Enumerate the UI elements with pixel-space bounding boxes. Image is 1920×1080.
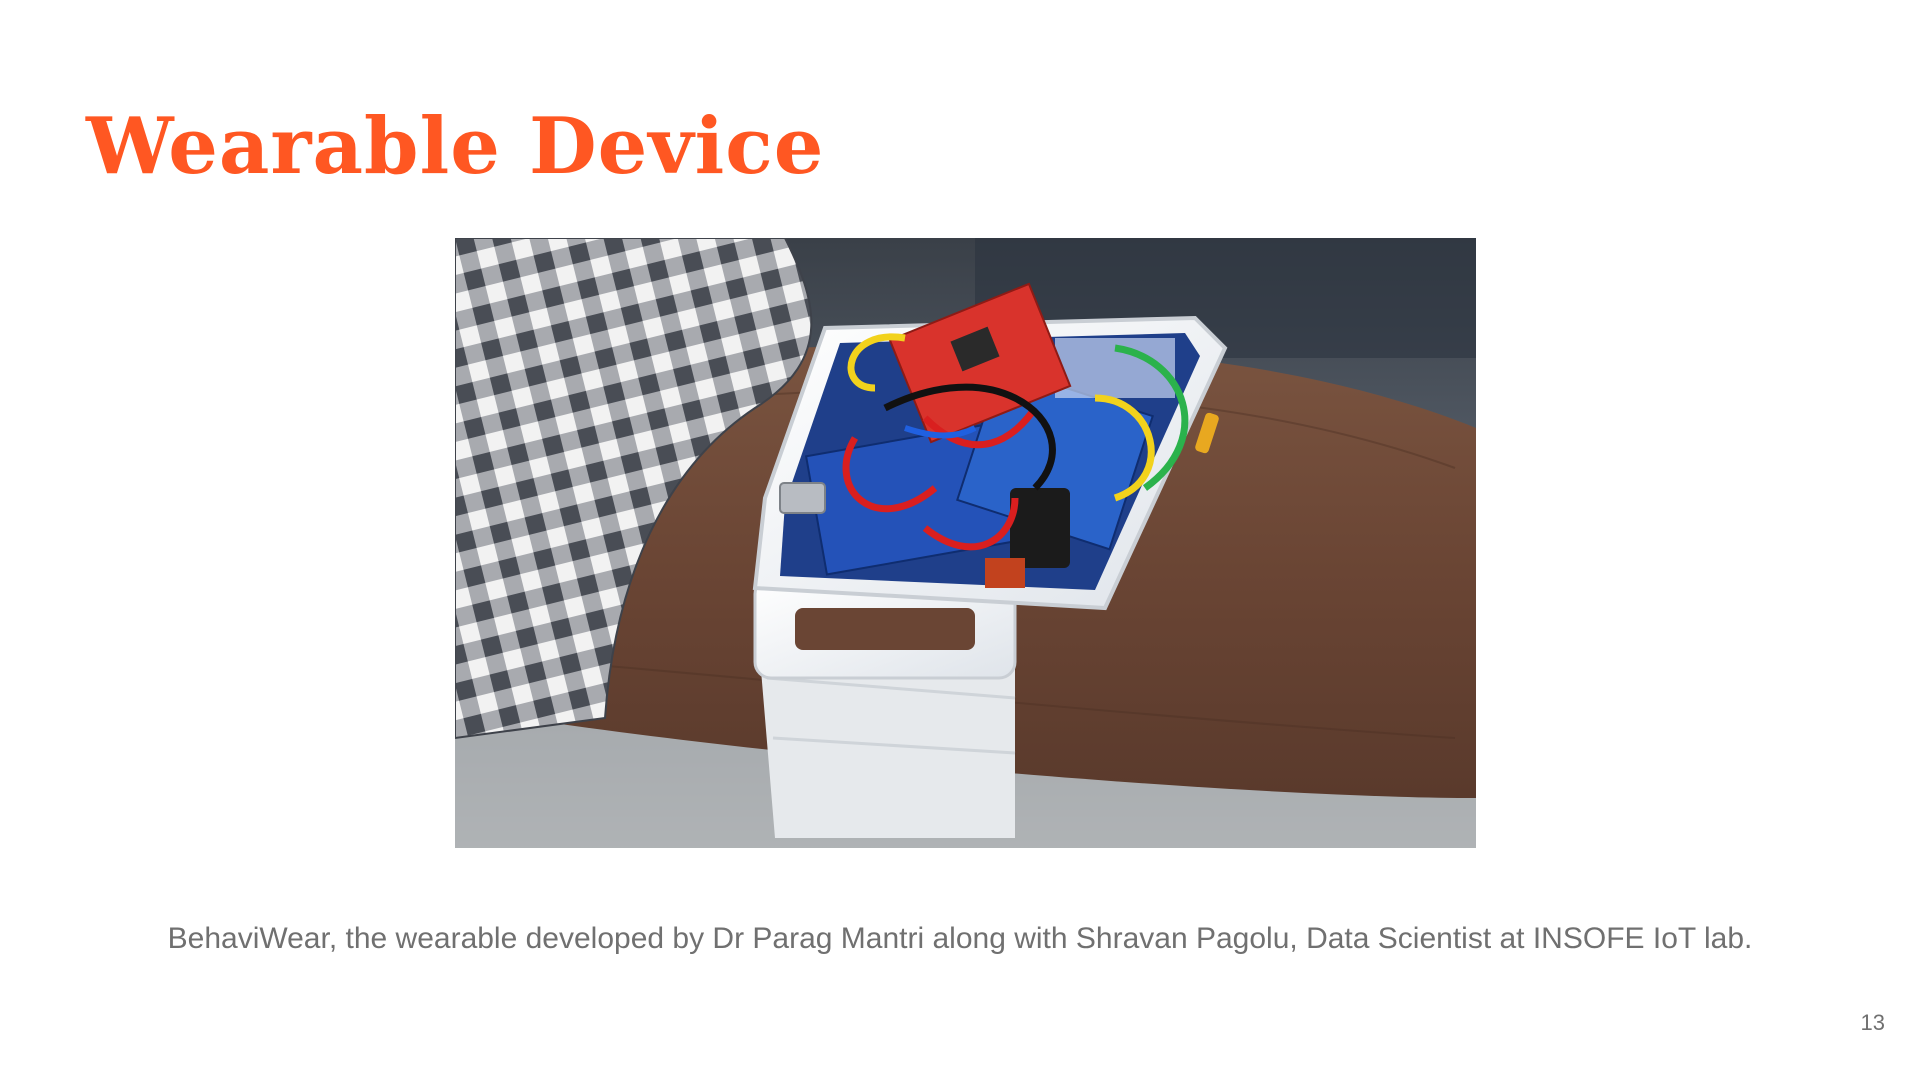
slide-title: Wearable Device xyxy=(86,101,825,192)
photo-caption: BehaviWear, the wearable developed by Dr… xyxy=(167,922,1753,955)
wearable-device-photo xyxy=(455,238,1476,848)
page-number: 13 xyxy=(1860,1010,1885,1035)
